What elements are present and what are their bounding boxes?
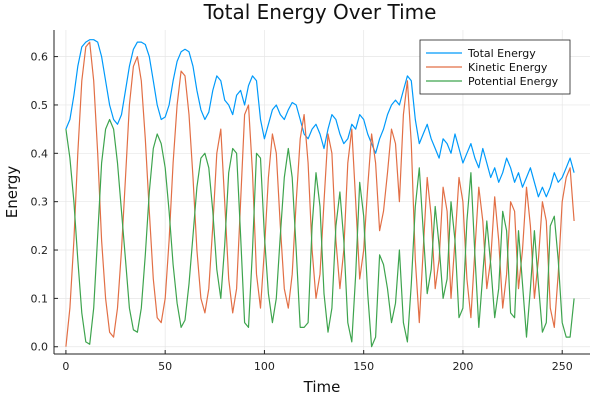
x-tick-label: 200 — [452, 360, 473, 373]
y-tick-label: 0.2 — [31, 244, 49, 257]
axes — [53, 30, 590, 355]
y-tick-label: 0.6 — [31, 51, 49, 64]
y-tick-label: 0.3 — [31, 196, 49, 209]
legend-label-potential-energy: Potential Energy — [468, 75, 559, 88]
legend-label-total-energy: Total Energy — [467, 47, 536, 60]
x-tick-label: 50 — [158, 360, 172, 373]
y-tick-label: 0.1 — [31, 292, 49, 305]
x-tick-label: 100 — [254, 360, 275, 373]
series-line-potential-energy — [65, 118, 575, 348]
x-tick-label: 0 — [62, 360, 69, 373]
x-tick-label: 150 — [353, 360, 374, 373]
y-tick-label: 0.4 — [31, 147, 49, 160]
y-tick-label: 0.0 — [31, 341, 49, 354]
y-tick-label: 0.5 — [31, 99, 49, 112]
series-lines — [65, 39, 575, 348]
grid-lines — [54, 30, 590, 354]
x-tick-label: 250 — [552, 360, 573, 373]
legend: Total Energy Kinetic Energy Potential En… — [419, 39, 571, 95]
x-axis-label: Time — [303, 378, 341, 396]
series-line-kinetic-energy — [65, 41, 575, 347]
series-line-total-energy — [65, 39, 575, 198]
chart-title: Total Energy Over Time — [203, 0, 437, 24]
y-axis-label: Energy — [3, 166, 21, 219]
tick-labels: 0 50 100 150 200 250 0.0 0.1 0.2 0.3 0.4 0.5 0.6 — [31, 51, 573, 373]
legend-label-kinetic-energy: Kinetic Energy — [468, 61, 548, 74]
